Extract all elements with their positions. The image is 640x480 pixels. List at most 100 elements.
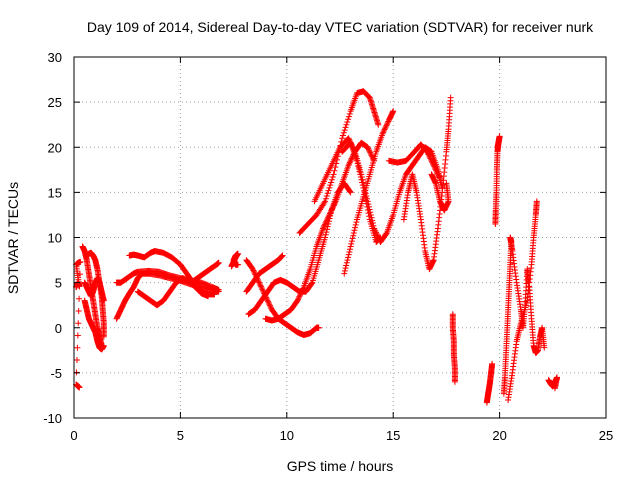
y-axis-title: SDTVAR / TECUs — [5, 182, 21, 294]
data-point — [424, 148, 431, 155]
data-point — [332, 199, 339, 206]
data-point — [328, 176, 335, 183]
data-point — [74, 332, 81, 339]
data-point — [265, 299, 272, 306]
y-tick-label: 25 — [48, 95, 62, 110]
data-point — [296, 293, 303, 300]
data-point — [357, 174, 364, 181]
data-point — [74, 344, 81, 351]
series-arc-cc — [526, 284, 548, 357]
data-point — [367, 149, 374, 156]
data-point — [325, 187, 332, 194]
data-point — [354, 157, 361, 164]
data-point — [215, 286, 222, 293]
data-point — [381, 126, 388, 133]
data-point — [364, 203, 371, 210]
data-point — [324, 190, 331, 197]
data-point — [379, 130, 386, 137]
series-arc-o — [262, 139, 378, 324]
data-point — [375, 121, 382, 128]
data-point — [320, 224, 327, 231]
series-arc-c — [81, 297, 107, 353]
data-point — [265, 298, 272, 305]
series-arc-r — [339, 139, 384, 246]
data-point — [329, 174, 336, 181]
data-point — [359, 179, 366, 186]
data-point — [331, 201, 338, 208]
data-point — [384, 121, 391, 128]
data-point — [382, 123, 389, 130]
data-point — [344, 257, 351, 264]
data-point — [429, 159, 436, 166]
data-point — [322, 220, 329, 227]
data-point — [350, 229, 357, 236]
data-point — [328, 206, 335, 213]
y-tick-label: 30 — [48, 50, 62, 65]
data-point — [267, 303, 274, 310]
data-point — [425, 151, 432, 158]
data-point — [331, 167, 338, 174]
data-point — [345, 254, 352, 261]
data-point — [366, 148, 373, 155]
data-point — [347, 246, 354, 253]
data-point — [279, 252, 286, 259]
y-tick-label: -5 — [50, 366, 62, 381]
data-point — [266, 302, 273, 309]
data-point — [76, 283, 83, 290]
data-point — [319, 225, 326, 232]
data-point — [350, 232, 357, 239]
series-arc-dd — [545, 374, 561, 392]
data-point — [295, 294, 302, 301]
data-point — [431, 165, 438, 172]
data-point — [299, 286, 306, 293]
data-point — [323, 192, 330, 199]
data-point — [345, 113, 352, 120]
data-point — [436, 174, 443, 181]
data-point — [447, 94, 454, 101]
data-point — [328, 207, 335, 214]
data-point — [328, 179, 335, 186]
y-tick-label: -10 — [43, 411, 62, 426]
series-arc-aa — [500, 234, 532, 397]
x-tick-label: 10 — [280, 428, 294, 443]
data-point — [323, 218, 330, 225]
data-point — [533, 198, 540, 205]
data-point — [345, 162, 352, 169]
series-arc-i — [134, 275, 212, 309]
series-arc-a — [73, 258, 84, 391]
data-point — [330, 203, 337, 210]
axis-ticks: 0 5 10 15 20 25 -10 -5 0 5 10 15 20 25 30 — [43, 50, 613, 443]
data-point — [321, 222, 328, 229]
series-arc-k — [228, 250, 241, 270]
series-arc-n — [245, 180, 354, 318]
data-point — [308, 280, 315, 287]
data-points — [73, 88, 561, 406]
data-point — [298, 288, 305, 295]
data-point — [380, 128, 387, 135]
y-tick-label: 15 — [48, 185, 62, 200]
data-point — [75, 307, 82, 314]
data-point — [215, 259, 222, 266]
data-point — [250, 267, 257, 274]
data-point — [326, 184, 333, 191]
data-point — [429, 160, 436, 167]
y-tick-label: 5 — [55, 276, 62, 291]
data-point — [339, 135, 346, 142]
data-point — [383, 122, 390, 129]
data-point — [435, 171, 442, 178]
data-point — [344, 118, 351, 125]
data-point — [324, 215, 331, 222]
series-arc-y — [483, 360, 496, 406]
data-point — [295, 296, 302, 303]
data-point — [234, 261, 241, 268]
x-tick-label: 5 — [177, 428, 184, 443]
data-point — [349, 235, 356, 242]
data-point — [294, 297, 301, 304]
data-point — [342, 124, 349, 131]
data-point — [351, 227, 358, 234]
data-point — [100, 333, 107, 340]
data-point — [259, 286, 266, 293]
data-point — [346, 248, 353, 255]
data-point — [300, 285, 307, 292]
data-point — [365, 145, 372, 152]
